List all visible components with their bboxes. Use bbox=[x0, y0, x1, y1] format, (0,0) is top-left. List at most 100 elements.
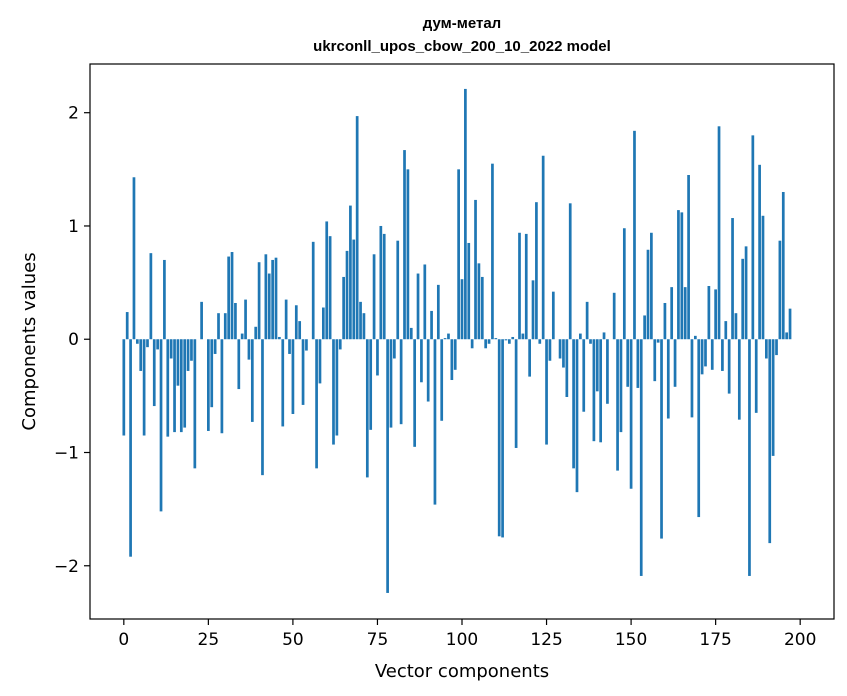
bar bbox=[572, 339, 575, 469]
bar bbox=[575, 339, 579, 493]
bar bbox=[761, 215, 765, 340]
bar bbox=[507, 339, 511, 344]
bar bbox=[781, 191, 785, 340]
bar bbox=[257, 262, 261, 340]
bar bbox=[335, 339, 339, 436]
bar bbox=[480, 276, 484, 340]
bar bbox=[541, 155, 545, 340]
y-tick-label: −1 bbox=[54, 444, 79, 464]
bar bbox=[342, 276, 345, 340]
bar bbox=[223, 313, 227, 340]
bars-group bbox=[122, 88, 792, 593]
x-tick-label: 100 bbox=[446, 630, 478, 650]
bar bbox=[379, 225, 383, 340]
bar bbox=[288, 339, 291, 354]
bar bbox=[149, 253, 153, 340]
bar bbox=[393, 339, 396, 359]
y-axis-label: Components values bbox=[19, 252, 40, 430]
bar bbox=[528, 339, 531, 377]
bar bbox=[376, 339, 379, 376]
bar bbox=[436, 284, 440, 340]
x-tick-label: 175 bbox=[699, 630, 731, 650]
bar bbox=[159, 339, 163, 512]
bar bbox=[568, 203, 572, 340]
bar bbox=[193, 339, 197, 469]
bar bbox=[433, 339, 437, 505]
bar bbox=[409, 327, 413, 340]
bar bbox=[683, 287, 687, 340]
bar bbox=[207, 339, 210, 431]
bar bbox=[122, 339, 126, 436]
bar bbox=[271, 259, 274, 340]
bar bbox=[788, 308, 792, 340]
bar bbox=[656, 339, 660, 343]
bar bbox=[301, 339, 305, 405]
bar bbox=[595, 339, 599, 392]
x-tick-label: 75 bbox=[367, 630, 389, 650]
bar bbox=[254, 326, 258, 340]
bar bbox=[619, 339, 623, 433]
bar bbox=[710, 339, 714, 370]
bar bbox=[626, 339, 630, 387]
bar bbox=[332, 339, 335, 445]
bar bbox=[768, 339, 772, 544]
bar bbox=[758, 164, 761, 340]
bar bbox=[447, 333, 450, 340]
bar bbox=[474, 199, 477, 340]
bar bbox=[673, 339, 677, 387]
bar bbox=[234, 302, 237, 340]
bar bbox=[328, 236, 332, 340]
bar bbox=[521, 333, 525, 340]
bar bbox=[643, 315, 646, 340]
bar bbox=[362, 313, 366, 340]
bar bbox=[524, 233, 528, 340]
bar bbox=[321, 307, 325, 340]
bar bbox=[602, 332, 606, 340]
bar bbox=[707, 286, 711, 340]
bar bbox=[152, 339, 156, 407]
bar bbox=[396, 240, 400, 340]
bar bbox=[666, 339, 670, 419]
bar bbox=[423, 264, 427, 340]
bar bbox=[579, 333, 582, 340]
bar bbox=[744, 246, 748, 340]
bar bbox=[511, 336, 515, 340]
bar bbox=[727, 339, 731, 394]
bar bbox=[599, 339, 603, 443]
bar bbox=[355, 116, 359, 340]
bar bbox=[190, 339, 193, 361]
bar bbox=[460, 279, 464, 340]
bar bbox=[677, 210, 680, 340]
chart-title-line1: дум-метал bbox=[423, 15, 501, 32]
bar bbox=[501, 339, 504, 538]
bar bbox=[173, 339, 176, 433]
bar bbox=[372, 254, 376, 340]
bar bbox=[294, 305, 298, 340]
bar bbox=[562, 339, 565, 368]
bar bbox=[467, 242, 471, 340]
bar bbox=[250, 339, 254, 422]
bar bbox=[440, 339, 444, 421]
bar bbox=[426, 339, 430, 402]
bar bbox=[274, 257, 278, 340]
bar bbox=[650, 232, 653, 340]
bar bbox=[737, 339, 741, 420]
bar bbox=[220, 339, 224, 434]
bar bbox=[135, 339, 139, 344]
bar bbox=[129, 339, 132, 557]
bar bbox=[663, 302, 667, 340]
bar bbox=[582, 339, 586, 412]
bar bbox=[413, 339, 417, 447]
bar bbox=[551, 291, 555, 340]
x-tick-label: 125 bbox=[530, 630, 562, 650]
bar bbox=[687, 175, 690, 340]
bar bbox=[484, 339, 488, 349]
bar bbox=[754, 339, 758, 413]
bar bbox=[491, 163, 494, 340]
bar bbox=[382, 233, 386, 340]
bar bbox=[186, 339, 190, 371]
bar bbox=[785, 332, 789, 340]
x-tick-label: 50 bbox=[282, 630, 304, 650]
